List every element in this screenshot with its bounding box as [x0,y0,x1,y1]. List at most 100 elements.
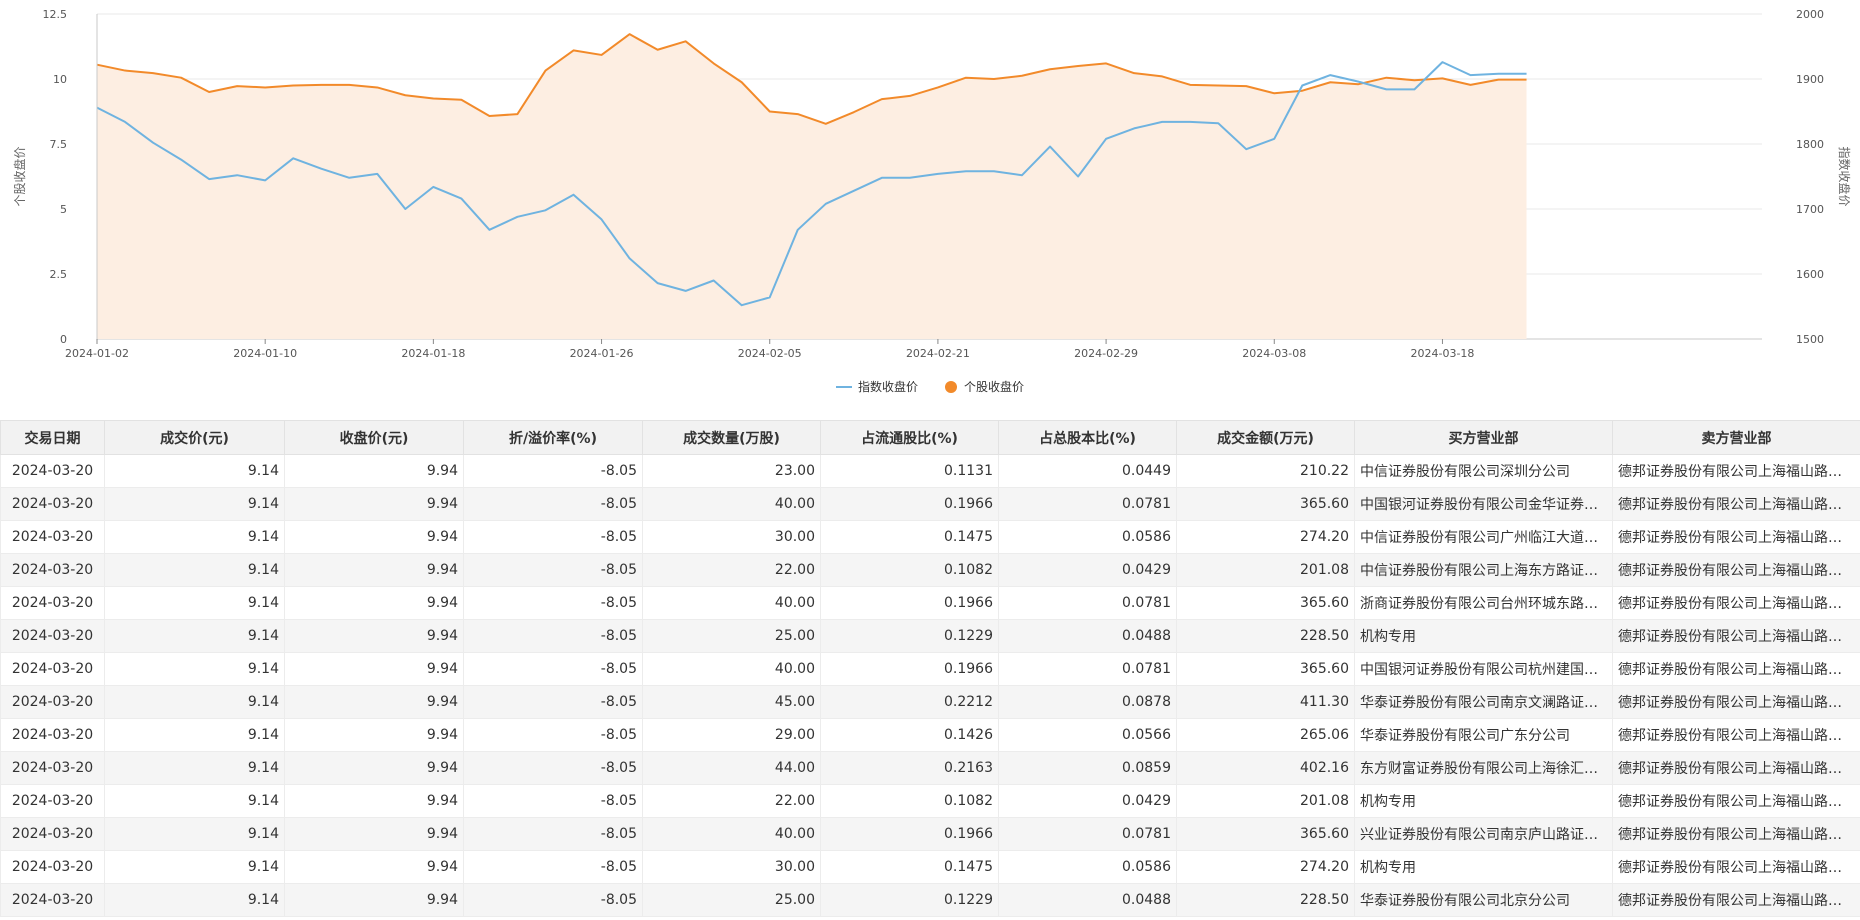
price-chart: 0 1500 2.5 1600 5 1700 7.5 1800 10 1900 12.5 2000 个股… [12,8,1852,394]
cell-trade-date: 2024-03-20 [0,718,105,752]
cell-seller: 德邦证券股份有限公司上海福山路证券营业部 [1612,652,1860,686]
table-row[interactable]: 2024-03-20 9.14 9.94 -8.05 40.00 0.1966 0.0781… [0,817,1860,851]
cell-total-ratio: 0.0566 [998,718,1177,752]
cell-float-ratio: 0.1229 [820,883,999,917]
col-header-close-price[interactable]: 收盘价(元) [284,420,464,455]
cell-trade-date: 2024-03-20 [0,619,105,653]
cell-amount: 402.16 [1176,751,1355,785]
col-header-total-ratio[interactable]: 占总股本比(%) [998,420,1177,455]
cell-float-ratio: 0.1082 [820,553,999,587]
cell-total-ratio: 0.0859 [998,751,1177,785]
cell-total-ratio: 0.0878 [998,685,1177,719]
cell-buyer: 机构专用 [1354,784,1613,818]
table-row[interactable]: 2024-03-20 9.14 9.94 -8.05 22.00 0.1082 0.0429… [0,784,1860,818]
cell-premium-rate: -8.05 [463,685,643,719]
table-body: 2024-03-20 9.14 9.94 -8.05 23.00 0.1131 0.0449… [0,454,1860,917]
cell-deal-price: 9.14 [104,817,285,851]
col-header-buyer[interactable]: 买方营业部 [1354,420,1613,455]
cell-amount: 228.50 [1176,883,1355,917]
cell-amount: 274.20 [1176,850,1355,884]
cell-buyer: 中信证券股份有限公司上海东方路证券营业部 [1354,553,1613,587]
cell-premium-rate: -8.05 [463,586,643,620]
x-tick-label: 2024-03-08 [1242,347,1306,360]
cell-volume: 30.00 [642,520,821,554]
table-row[interactable]: 2024-03-20 9.14 9.94 -8.05 25.00 0.1229 0.0488… [0,619,1860,653]
y-left-tick-label: 10 [53,73,67,86]
col-header-float-ratio[interactable]: 占流通股比(%) [820,420,999,455]
cell-seller: 德邦证券股份有限公司上海福山路证券营业部 [1612,883,1860,917]
table-row[interactable]: 2024-03-20 9.14 9.94 -8.05 30.00 0.1475 0.0586… [0,520,1860,554]
cell-premium-rate: -8.05 [463,619,643,653]
cell-trade-date: 2024-03-20 [0,454,105,488]
cell-float-ratio: 0.1475 [820,520,999,554]
table-row[interactable]: 2024-03-20 9.14 9.94 -8.05 29.00 0.1426 0.0566… [0,718,1860,752]
y-right-tick-label: 1700 [1796,203,1824,216]
table-row[interactable]: 2024-03-20 9.14 9.94 -8.05 44.00 0.2163 0.0859… [0,751,1860,785]
cell-buyer: 中信证券股份有限公司广州临江大道证券营业部 [1354,520,1613,554]
legend-index-label: 指数收盘价 [858,379,918,394]
legend-stock-dot-icon [945,381,957,393]
x-tick-label: 2024-01-26 [570,347,634,360]
y-right-tick-label: 1900 [1796,73,1824,86]
cell-seller: 德邦证券股份有限公司上海福山路证券营业部 [1612,751,1860,785]
cell-close-price: 9.94 [284,619,464,653]
cell-trade-date: 2024-03-20 [0,784,105,818]
table-row[interactable]: 2024-03-20 9.14 9.94 -8.05 30.00 0.1475 0.0586… [0,850,1860,884]
cell-total-ratio: 0.0586 [998,520,1177,554]
x-tick-label: 2024-02-21 [906,347,970,360]
cell-total-ratio: 0.0488 [998,619,1177,653]
cell-total-ratio: 0.0586 [998,850,1177,884]
cell-seller: 德邦证券股份有限公司上海福山路证券营业部 [1612,718,1860,752]
cell-float-ratio: 0.1229 [820,619,999,653]
legend-stock-label: 个股收盘价 [964,379,1024,394]
table-row[interactable]: 2024-03-20 9.14 9.94 -8.05 45.00 0.2212 0.0878… [0,685,1860,719]
cell-amount: 201.08 [1176,553,1355,587]
cell-total-ratio: 0.0781 [998,586,1177,620]
cell-close-price: 9.94 [284,520,464,554]
cell-close-price: 9.94 [284,883,464,917]
y-right-tick-label: 1800 [1796,138,1824,151]
cell-total-ratio: 0.0781 [998,817,1177,851]
table-row[interactable]: 2024-03-20 9.14 9.94 -8.05 40.00 0.1966 0.0781… [0,652,1860,686]
table-row[interactable]: 2024-03-20 9.14 9.94 -8.05 40.00 0.1966 0.0781… [0,586,1860,620]
cell-volume: 22.00 [642,553,821,587]
y-left-tick-label: 7.5 [50,138,68,151]
cell-trade-date: 2024-03-20 [0,817,105,851]
table-row[interactable]: 2024-03-20 9.14 9.94 -8.05 23.00 0.1131 0.0449… [0,454,1860,488]
cell-deal-price: 9.14 [104,850,285,884]
cell-amount: 201.08 [1176,784,1355,818]
cell-deal-price: 9.14 [104,784,285,818]
cell-amount: 365.60 [1176,586,1355,620]
cell-volume: 30.00 [642,850,821,884]
cell-trade-date: 2024-03-20 [0,652,105,686]
cell-trade-date: 2024-03-20 [0,553,105,587]
col-header-premium-rate[interactable]: 折/溢价率(%) [463,420,643,455]
table-row[interactable]: 2024-03-20 9.14 9.94 -8.05 22.00 0.1082 0.0429… [0,553,1860,587]
col-header-seller[interactable]: 卖方营业部 [1612,420,1860,455]
col-header-deal-price[interactable]: 成交价(元) [104,420,285,455]
cell-float-ratio: 0.1131 [820,454,999,488]
table-row[interactable]: 2024-03-20 9.14 9.94 -8.05 40.00 0.1966 0.0781… [0,487,1860,521]
cell-trade-date: 2024-03-20 [0,487,105,521]
cell-volume: 45.00 [642,685,821,719]
col-header-amount[interactable]: 成交金额(万元) [1176,420,1355,455]
cell-seller: 德邦证券股份有限公司上海福山路证券营业部 [1612,685,1860,719]
cell-premium-rate: -8.05 [463,883,643,917]
cell-volume: 23.00 [642,454,821,488]
cell-premium-rate: -8.05 [463,454,643,488]
cell-close-price: 9.94 [284,817,464,851]
cell-float-ratio: 0.2212 [820,685,999,719]
block-trade-table-container: 交易日期 成交价(元) 收盘价(元) 折/溢价率(%) 成交数量(万股) 占流通… [0,420,1860,920]
cell-seller: 德邦证券股份有限公司上海福山路证券营业部 [1612,553,1860,587]
cell-deal-price: 9.14 [104,883,285,917]
col-header-trade-date[interactable]: 交易日期 [0,420,105,455]
cell-close-price: 9.94 [284,454,464,488]
y-right-axis-title: 指数收盘价 [1837,146,1852,206]
cell-buyer: 中国银河证券股份有限公司杭州建国北路证券营业部 [1354,652,1613,686]
cell-amount: 365.60 [1176,487,1355,521]
cell-volume: 40.00 [642,817,821,851]
cell-float-ratio: 0.1082 [820,784,999,818]
table-row[interactable]: 2024-03-20 9.14 9.94 -8.05 25.00 0.1229 0.0488… [0,883,1860,917]
cell-seller: 德邦证券股份有限公司上海福山路证券营业部 [1612,454,1860,488]
col-header-volume[interactable]: 成交数量(万股) [642,420,821,455]
